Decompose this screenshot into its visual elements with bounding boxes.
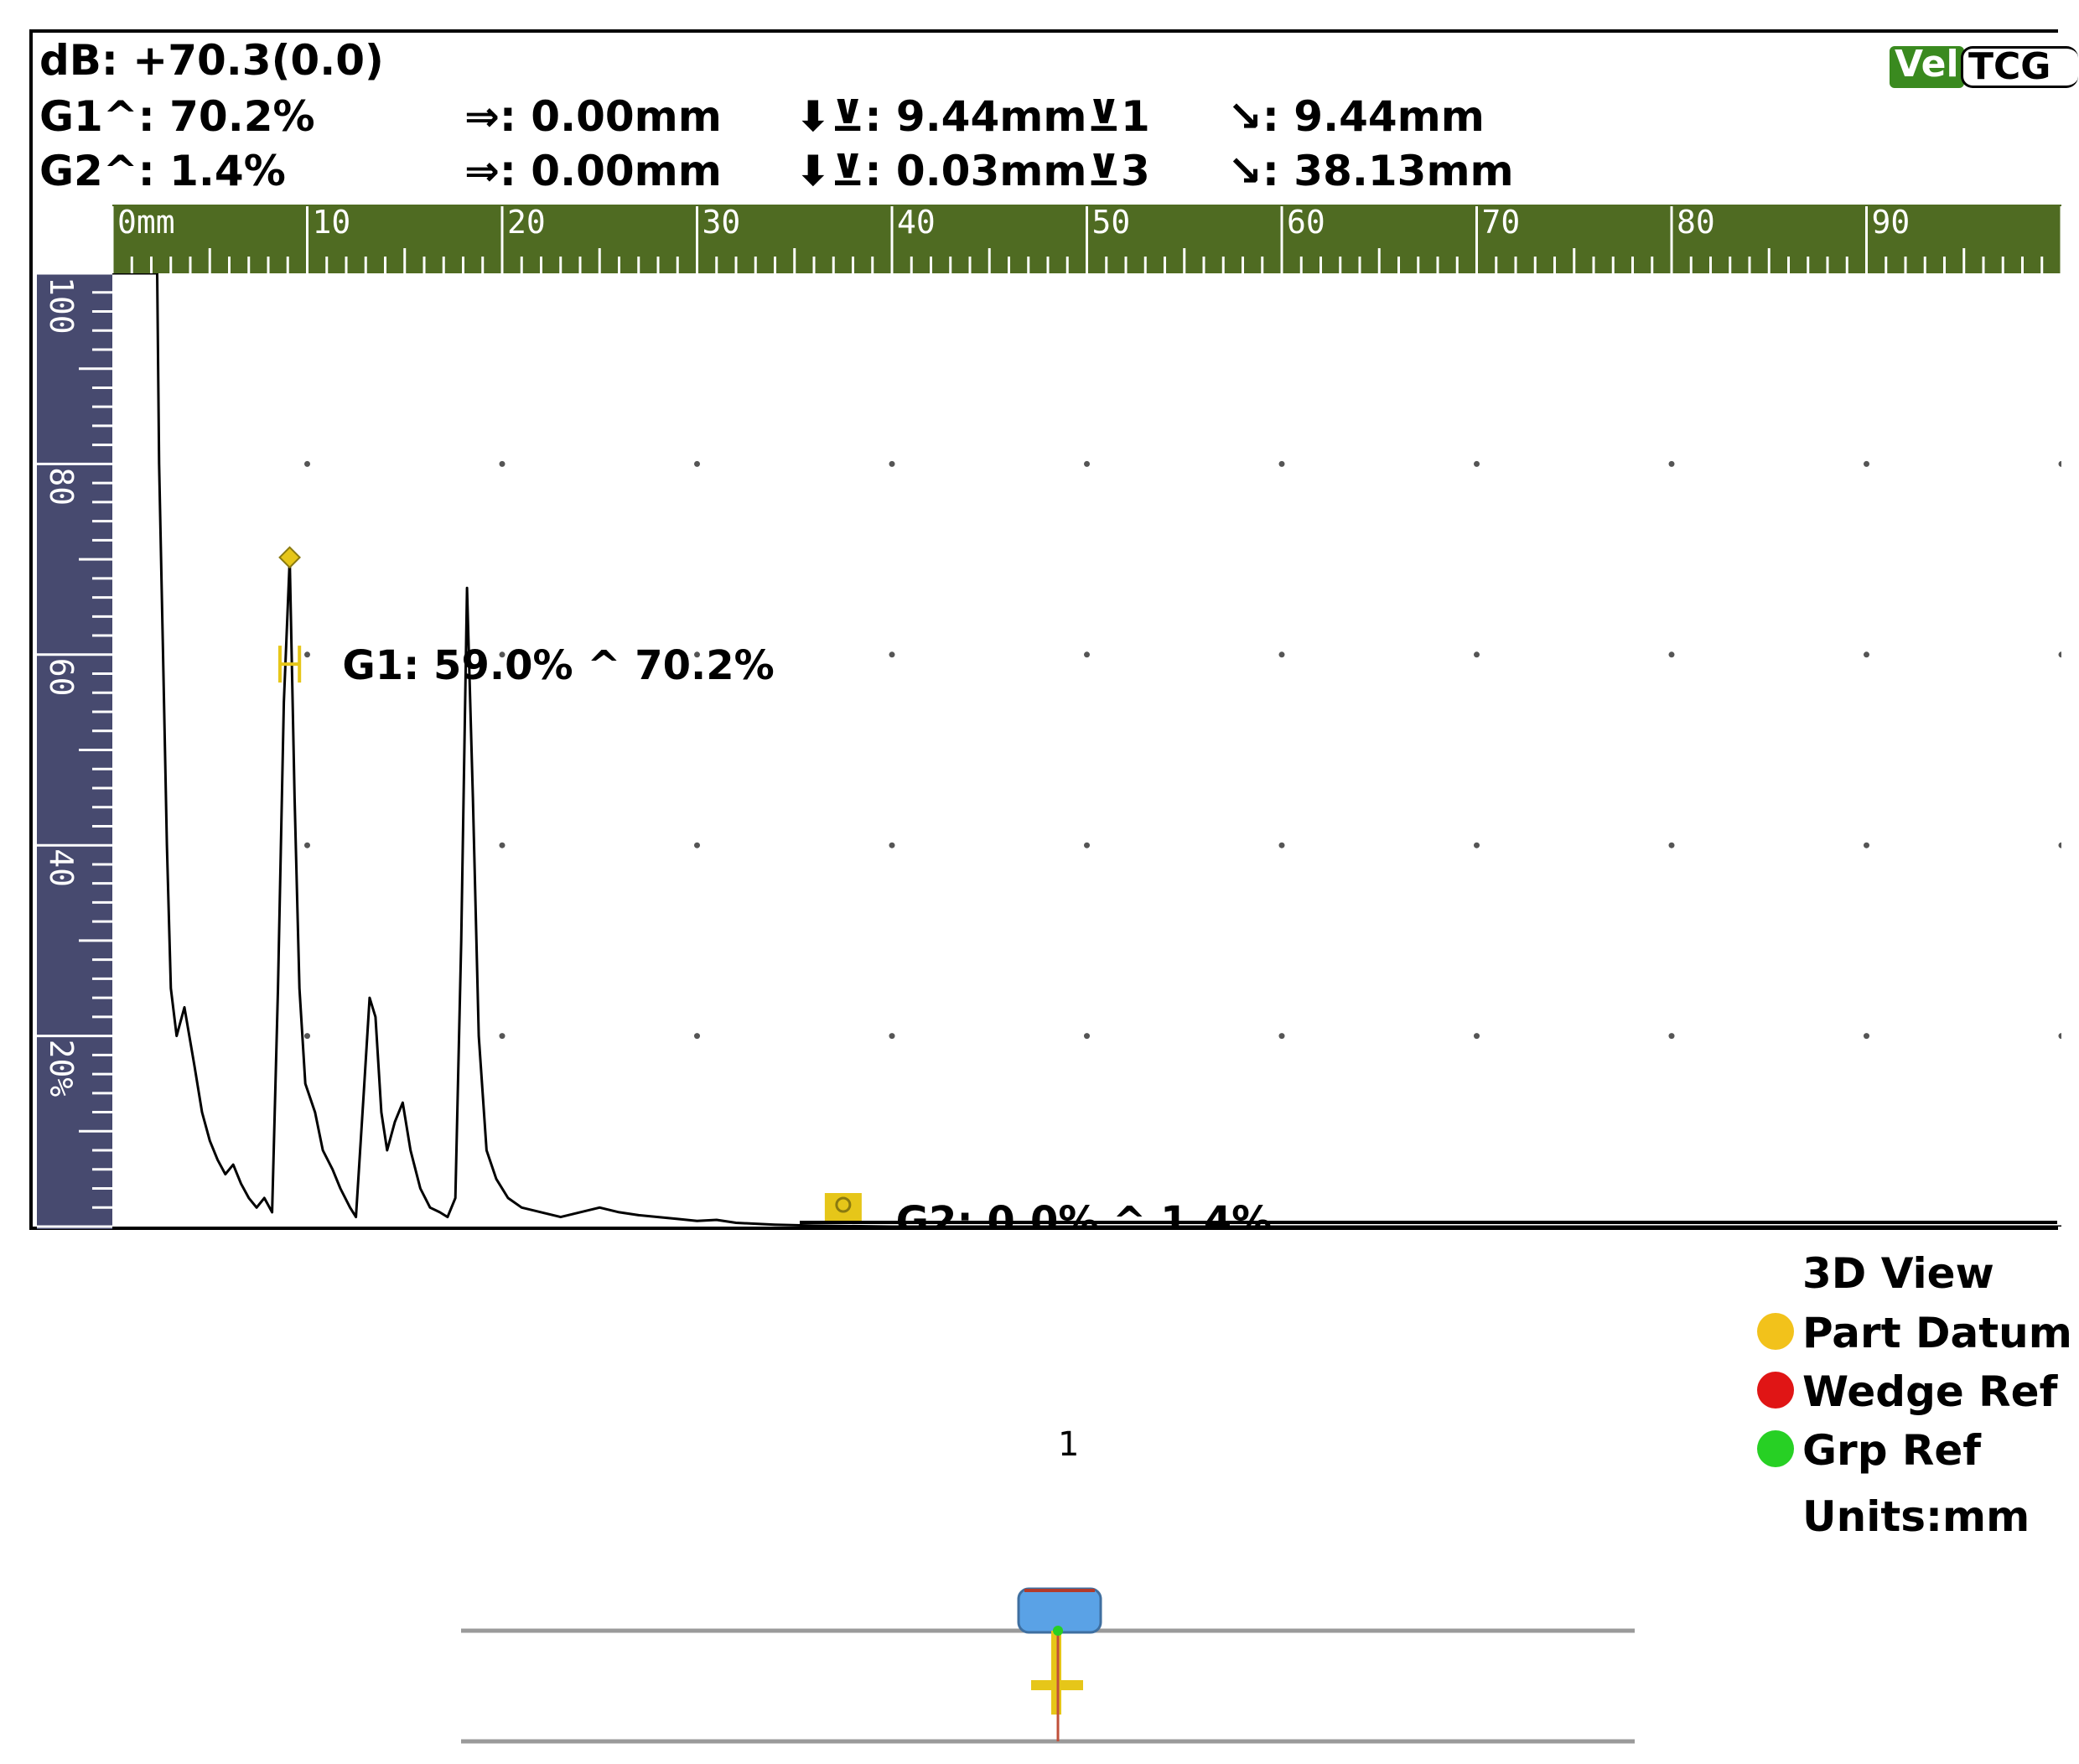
grid-dot	[2058, 842, 2065, 848]
grid-dot	[499, 1033, 505, 1040]
grid-dot	[1084, 651, 1090, 658]
grid-dot	[1474, 460, 1480, 467]
gate2-peak-readout: G2^: 1.4%	[39, 147, 286, 195]
grid-dot	[2058, 1033, 2065, 1040]
ruler-label: 70	[1482, 205, 1521, 241]
grid-dot	[1668, 1033, 1675, 1040]
grid-dot	[889, 842, 895, 848]
element-number-label: 1	[1058, 1425, 1080, 1464]
grid-dot	[1668, 651, 1675, 658]
view3d-title: 3D View	[1802, 1249, 1994, 1298]
ruler-label: 50	[1092, 205, 1131, 241]
units-label: Units:mm	[1802, 1492, 2030, 1541]
horizontal-ruler[interactable]: 0mm 10 20 30 40 50 60 70 80 90	[111, 204, 2063, 273]
grp-ref-dot-icon	[1757, 1430, 1794, 1467]
amplitude-scale-label: 40	[43, 848, 80, 887]
grid-dot	[1864, 460, 1869, 467]
grid-dot	[499, 842, 505, 848]
grid-dot	[1084, 460, 1090, 467]
ascan-waveform-plot: G1: 59.0% ^ 70.2%G2: 0.0% ^ 1.4%	[112, 272, 2065, 1245]
view3d-scene[interactable]	[461, 1568, 1651, 1761]
ruler-label: 80	[1677, 205, 1715, 241]
grid-dot	[499, 460, 505, 467]
grid-dot	[694, 1033, 700, 1040]
grid-dot	[1278, 651, 1285, 658]
amplitude-scale-label: 100	[43, 277, 80, 335]
grid-dot	[2058, 651, 2065, 658]
grid-dot	[1474, 651, 1480, 658]
velocity-badge[interactable]: Vel	[1890, 46, 1964, 88]
grid-dot	[304, 460, 310, 467]
ruler-label: 20	[507, 205, 546, 241]
grid-dot	[889, 460, 895, 467]
grid-dot	[889, 651, 895, 658]
grid-dot	[694, 460, 700, 467]
gate1-label: G1: 59.0% ^ 70.2%	[342, 642, 774, 689]
gate1-depth-readout: ⬇⊻: 9.44mm⊻1	[796, 92, 1150, 141]
ruler-ticks: 0mm 10 20 30 40 50 60 70 80 90	[111, 204, 2063, 273]
grid-dot	[1864, 842, 1869, 848]
view3d-drawing	[461, 1587, 1635, 1744]
ruler-label: 0mm	[117, 205, 175, 241]
legend-label: Part Datum	[1802, 1309, 2072, 1357]
grid-dot	[694, 842, 700, 848]
ascan-waveform	[112, 272, 2061, 1228]
gate2-depth-readout: ⬇⊻: 0.03mm⊻3	[796, 147, 1150, 195]
amplitude-scale-ticks: 100 80 60 40 20%	[37, 272, 112, 1228]
legend-label: Grp Ref	[1802, 1426, 1982, 1475]
grid-dot	[499, 651, 505, 658]
wedge-ref-dot-icon	[1757, 1372, 1794, 1409]
amplitude-scale[interactable]: 100 80 60 40 20%	[37, 272, 112, 1229]
grid-dot	[1668, 460, 1675, 467]
gate1-peak-readout: G1^: 70.2%	[39, 92, 315, 141]
grid-dot	[304, 651, 310, 658]
ascan-plot[interactable]: G1: 59.0% ^ 70.2% G2: 0.0% ^ 1.4%	[112, 272, 2065, 1245]
grid-dot	[304, 1033, 310, 1040]
ruler-label: 10	[313, 205, 351, 241]
grid-dot	[1474, 1033, 1480, 1040]
part-datum-dot-icon	[1757, 1313, 1794, 1350]
ruler-label: 40	[897, 205, 936, 241]
amplitude-scale-label: 80	[43, 467, 80, 506]
grid-dot	[1278, 1033, 1285, 1040]
ruler-label: 60	[1287, 205, 1325, 241]
db-readout[interactable]: dB: +70.3(0.0)	[39, 36, 384, 85]
grid-dot	[1864, 651, 1869, 658]
gate1-peak-marker	[278, 546, 301, 569]
amplitude-scale-label: 60	[43, 658, 80, 697]
gate2-offset-readout: ⇒: 0.00mm	[464, 147, 722, 195]
legend-label: Wedge Ref	[1802, 1367, 2058, 1416]
grp-ref-marker	[1053, 1626, 1063, 1636]
grid-dot	[1084, 1033, 1090, 1040]
grid-dot	[1278, 842, 1285, 848]
grid-dot	[1668, 842, 1675, 848]
grid-dot	[2058, 460, 2065, 467]
gate2-peak-marker	[835, 1196, 852, 1213]
tcg-badge[interactable]: TCG	[1961, 46, 2078, 88]
gate1-offset-readout: ⇒: 0.00mm	[464, 92, 722, 141]
grid-dot	[1474, 842, 1480, 848]
ascan-panel: dB: +70.3(0.0) Vel TCG G1^: 70.2% ⇒: 0.0…	[29, 29, 2078, 1245]
grid-dot	[1864, 1033, 1869, 1040]
gate1-surface-distance-readout: ↘: 9.44mm	[1227, 92, 1485, 141]
gate2-bar[interactable]	[800, 1221, 2057, 1224]
grid-dot	[304, 842, 310, 848]
wedge-block	[1017, 1587, 1102, 1634]
grid-dot	[1278, 460, 1285, 467]
gate2-surface-distance-readout: ↘: 38.13mm	[1227, 147, 1514, 195]
grid-dot	[889, 1033, 895, 1040]
ruler-label: 90	[1872, 205, 1911, 241]
ruler-label: 30	[703, 205, 741, 241]
grid-dot	[694, 651, 700, 658]
grid-dot	[1084, 842, 1090, 848]
amplitude-scale-label: 20%	[43, 1040, 80, 1097]
